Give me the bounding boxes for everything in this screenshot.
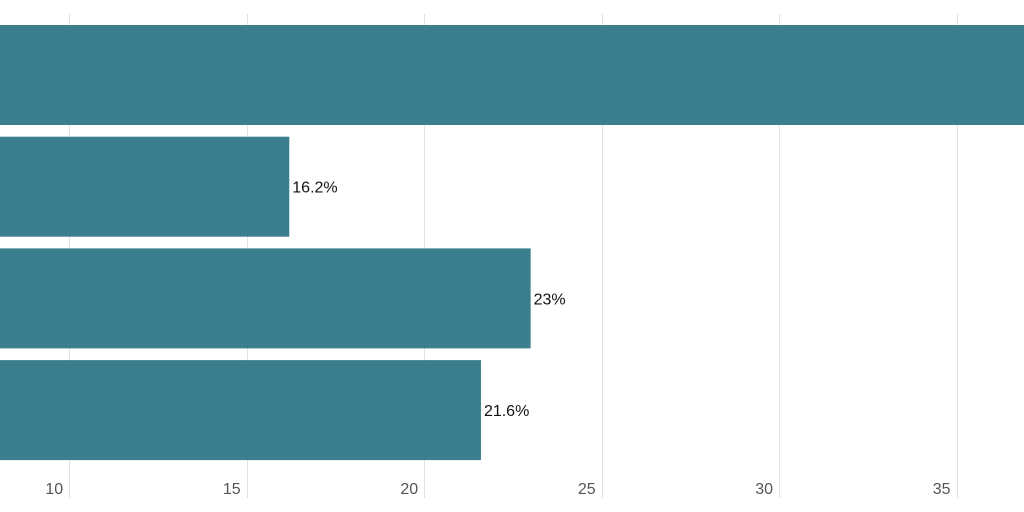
x-tick-label-20: 20 — [400, 481, 418, 498]
data-label-2: 16.2% — [292, 180, 337, 197]
x-tick-label-35: 35 — [933, 481, 951, 498]
data-label-3: 23% — [534, 291, 566, 308]
data-labels: 16.2% 23% 21.6% — [292, 180, 565, 420]
data-label-4: 21.6% — [484, 403, 529, 420]
x-tick-label-25: 25 — [578, 481, 596, 498]
x-tick-label-30: 30 — [755, 481, 773, 498]
x-axis-tick-labels: 10 15 20 25 30 35 — [45, 481, 950, 498]
bars — [0, 25, 1024, 461]
bar-2 — [0, 136, 290, 237]
bar-4 — [0, 360, 481, 461]
bar-3 — [0, 248, 531, 349]
x-tick-label-10: 10 — [45, 481, 63, 498]
x-tick-label-15: 15 — [223, 481, 241, 498]
bar-1 — [0, 25, 1024, 125]
